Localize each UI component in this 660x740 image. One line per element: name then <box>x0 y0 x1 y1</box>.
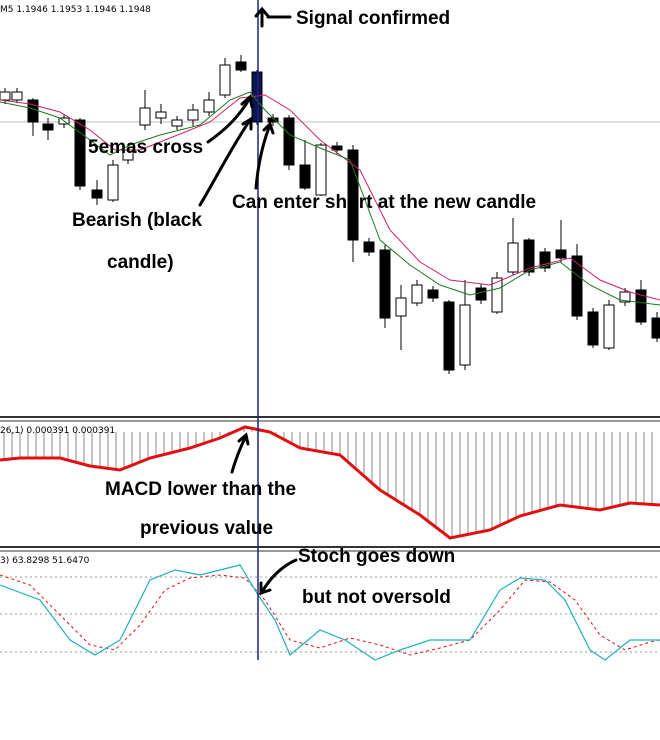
annotation: MACD lower than the <box>105 479 296 500</box>
candle-body <box>107 164 119 201</box>
macd-panel <box>0 425 660 540</box>
candle-body <box>283 117 295 166</box>
arrow <box>230 432 250 474</box>
arrow <box>198 116 253 207</box>
candle-body <box>219 64 231 96</box>
candle-body <box>203 99 215 113</box>
candle-body <box>603 304 615 349</box>
macd-label: 26,1) 0.000391 0.000391 <box>0 426 115 436</box>
candle-body <box>347 149 359 241</box>
candle-body <box>459 304 471 366</box>
candle-body <box>171 119 183 127</box>
annotation: Stoch goes down <box>298 546 455 567</box>
candle-body <box>555 249 567 259</box>
arrows <box>198 6 298 596</box>
candle-body <box>139 107 151 126</box>
arrow <box>254 6 292 28</box>
candle-body <box>331 145 343 151</box>
candle-body <box>235 61 247 71</box>
candle-body <box>315 144 327 196</box>
arrow <box>206 94 254 144</box>
candle-body <box>379 249 391 319</box>
candle-body <box>651 317 660 339</box>
candle-body <box>491 277 503 313</box>
candle-body <box>507 242 519 273</box>
stoch-panel <box>0 564 660 661</box>
candle-body <box>411 284 423 304</box>
candle-body <box>619 291 631 303</box>
candle-body <box>571 255 583 317</box>
annotation: candle) <box>107 252 174 273</box>
stoch-signal <box>0 574 660 656</box>
annotation: Signal confirmed <box>296 8 450 29</box>
stoch-label: 3) 63.8298 51.6470 <box>0 556 90 566</box>
candle-body <box>11 91 23 101</box>
annotation: Bearish (black <box>72 210 202 231</box>
candle-body <box>587 311 599 346</box>
arrow <box>259 558 298 596</box>
stoch-main <box>0 564 660 661</box>
candle-body <box>251 71 263 123</box>
candle-body <box>539 251 551 269</box>
ema-lines <box>0 91 660 306</box>
candle-body <box>475 287 487 301</box>
candle-body <box>155 111 167 119</box>
ema-red <box>0 94 660 301</box>
candle-body <box>299 164 311 189</box>
annotation: previous value <box>140 518 273 539</box>
candle-body <box>0 91 11 101</box>
annotation: Can enter short at the new candle <box>232 192 536 213</box>
candle-body <box>443 301 455 371</box>
candle-body <box>74 119 86 187</box>
candle-body <box>27 99 39 123</box>
annotation: but not oversold <box>302 587 451 608</box>
candle-body <box>395 297 407 317</box>
ema-green <box>0 91 660 306</box>
candle-body <box>42 123 54 131</box>
candle-body <box>91 189 103 199</box>
macd-line <box>0 425 660 540</box>
candle-body <box>635 289 647 323</box>
candle-body <box>363 241 375 253</box>
price-label: M5 1.1946 1.1953 1.1946 1.1948 <box>0 5 151 15</box>
candle-body <box>187 109 199 121</box>
arrow <box>254 121 275 190</box>
candle-body <box>523 239 535 273</box>
annotation: 5emas cross <box>88 137 203 158</box>
candle-body <box>427 289 439 299</box>
